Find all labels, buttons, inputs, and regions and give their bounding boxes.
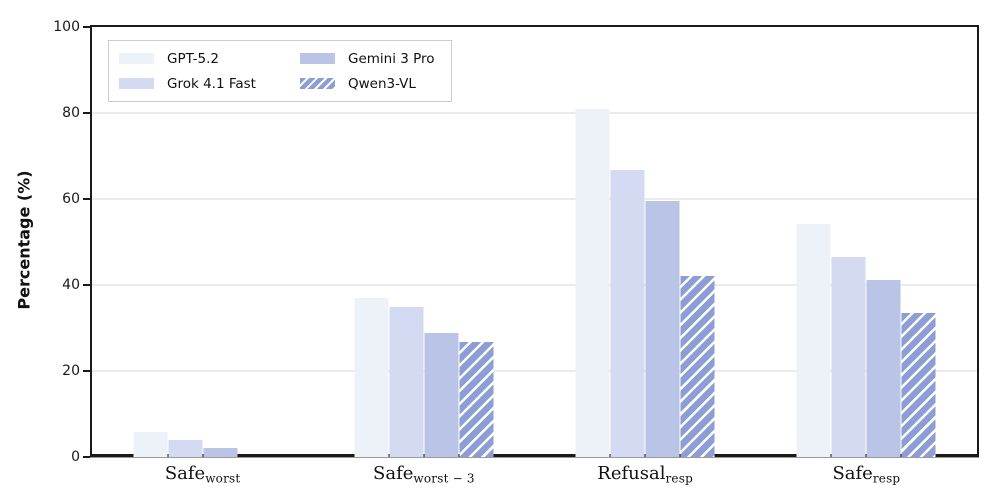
bar-gemini-3-pro-safe-worst [203, 448, 238, 457]
legend: GPT-5.2 Grok 4.1 Fast Gemini 3 Pro Qwen3-VL [108, 40, 452, 102]
y-axis-title: Percentage (%) [14, 170, 34, 310]
legend-swatch-gpt-5-2 [119, 53, 154, 64]
bar-grok-4-1-fast-safe-resp [831, 257, 866, 457]
bar-gpt-5-2-safe-worst-3 [354, 298, 389, 457]
y-tick-label-40: 40 [62, 277, 80, 293]
y-tick-mark-0 [83, 456, 90, 458]
y-tick-label-80: 80 [62, 105, 80, 121]
y-tick-label-20: 20 [62, 363, 80, 379]
bar-grok-4-1-fast-refusal-resp [610, 169, 645, 457]
y-tick-mark-100 [83, 26, 90, 28]
bar-qwen3-vl-safe-resp [901, 312, 936, 457]
x-tick-label-safe-worst: Safeworst [164, 463, 241, 486]
y-tick-mark-80 [83, 112, 90, 114]
legend-swatch-grok-4-1-fast [119, 78, 154, 89]
legend-item-gpt-5-2: GPT-5.2 [119, 51, 256, 67]
legend-item-grok-4-1-fast: Grok 4.1 Fast [119, 76, 256, 92]
bar-gemini-3-pro-safe-resp [866, 279, 901, 457]
bar-group-safe-worst [133, 27, 272, 457]
plot-area: GPT-5.2 Grok 4.1 Fast Gemini 3 Pro Qwen3-VL… [53, 20, 979, 485]
x-tick-label-safe-worst-3: Safeworst − 3 [373, 463, 475, 486]
legend-label-grok-4-1-fast: Grok 4.1 Fast [167, 75, 256, 92]
gridline-y-40 [92, 284, 977, 286]
bar-group-safe-worst-3 [354, 27, 494, 457]
y-tick-mark-60 [83, 198, 90, 200]
bar-qwen3-vl-refusal-resp [680, 275, 715, 457]
gridline-y-80 [92, 112, 977, 114]
x-axis-underline [90, 457, 979, 458]
bar-gpt-5-2-safe-worst [133, 432, 168, 457]
x-tick-label-refusal-resp: Refusalresp [597, 463, 693, 486]
gridline-y-60 [92, 198, 977, 200]
bar-group-safe-resp [796, 27, 936, 457]
legend-label-gemini-3-pro: Gemini 3 Pro [347, 50, 435, 67]
legend-label-gpt-5-2: GPT-5.2 [167, 50, 219, 67]
y-tick-mark-40 [83, 284, 90, 286]
bar-grok-4-1-fast-safe-worst-3 [389, 306, 424, 457]
y-tick-label-0: 0 [71, 449, 80, 465]
legend-item-gemini-3-pro: Gemini 3 Pro [299, 50, 435, 67]
x-tick-label-safe-resp: Saferesp [832, 463, 901, 486]
legend-item-qwen3-vl: Qwen3-VL [299, 75, 435, 92]
bar-gpt-5-2-safe-resp [796, 223, 831, 457]
legend-swatch-gemini-3-pro [299, 53, 335, 64]
gridline-y-20 [92, 370, 977, 372]
legend-swatch-qwen3-vl [299, 78, 335, 89]
y-tick-label-60: 60 [62, 191, 80, 207]
bar-qwen3-vl-safe-worst-3 [459, 342, 494, 457]
y-tick-label-100: 100 [53, 19, 80, 35]
legend-label-qwen3-vl: Qwen3-VL [347, 75, 416, 92]
bar-grok-4-1-fast-safe-worst [168, 439, 203, 457]
bar-gpt-5-2-refusal-resp [575, 109, 610, 457]
bar-gemini-3-pro-safe-worst-3 [424, 332, 459, 457]
bar-gemini-3-pro-refusal-resp [645, 200, 680, 457]
bar-group-refusal-resp [575, 27, 715, 457]
x-axis-baseline [90, 454, 979, 457]
y-tick-mark-20 [83, 370, 90, 372]
